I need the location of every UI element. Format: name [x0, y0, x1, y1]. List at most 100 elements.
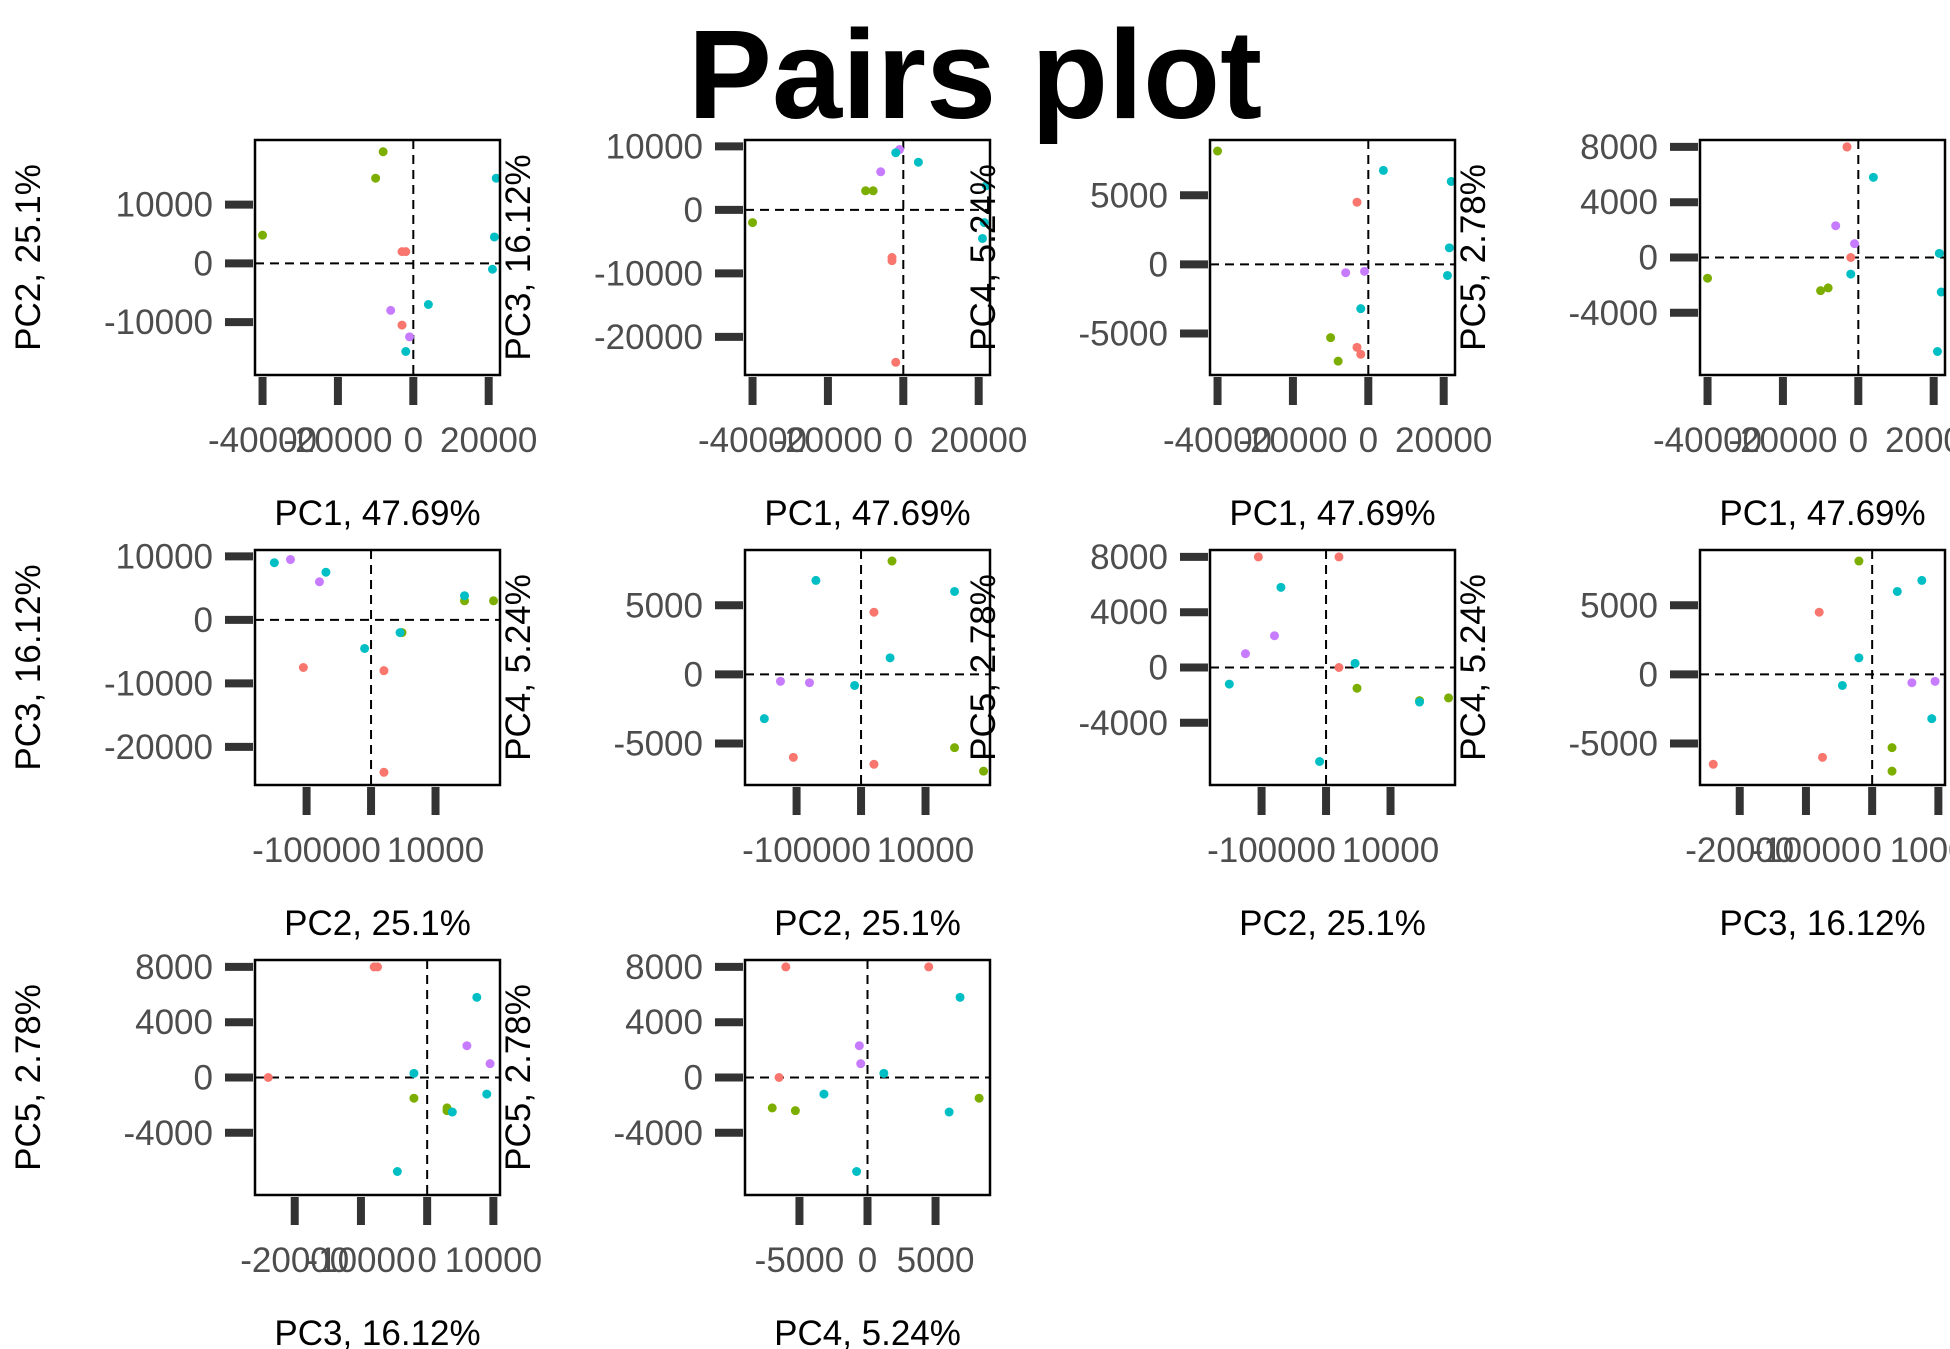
data-point-9	[472, 992, 482, 1002]
data-point-6	[1907, 678, 1917, 688]
x-tick-label: 0	[858, 1241, 877, 1280]
data-point-10	[460, 591, 470, 601]
y-tick-label: 5000	[1580, 586, 1658, 625]
x-tick-label: 10000	[877, 831, 974, 870]
data-point-0	[1708, 759, 1718, 769]
x-axis-label: PC1, 47.69%	[1229, 494, 1435, 533]
x-tick-label: 20000	[930, 421, 1027, 460]
data-point-0	[774, 1073, 784, 1082]
data-point-10	[950, 586, 960, 596]
points-group	[759, 556, 989, 776]
chart-title: Pairs plot	[687, 4, 1263, 145]
y-tick-label: -5000	[1078, 315, 1168, 354]
data-point-2	[397, 247, 407, 257]
x-tick-label: 20000	[440, 421, 537, 460]
data-point-6	[386, 305, 396, 315]
data-point-3	[1703, 273, 1713, 283]
data-point-10	[1446, 176, 1455, 186]
data-point-0	[869, 759, 879, 769]
y-tick-label: 8000	[1580, 128, 1658, 167]
x-tick-label: 0	[417, 1241, 436, 1280]
x-axis-label: PC2, 25.1%	[1239, 904, 1426, 943]
data-point-4	[1326, 333, 1336, 343]
data-point-5	[1444, 693, 1454, 703]
data-point-8	[1356, 304, 1366, 314]
data-point-11	[395, 628, 405, 638]
data-point-10	[447, 1107, 457, 1117]
y-tick-label: 0	[194, 601, 213, 640]
panel-frame	[253, 548, 502, 787]
panel-pc1-pc4: -40000-20000 0 20000 -5000 0 5000 PC1, 47.69% P…	[964, 138, 1492, 533]
points-group	[269, 555, 499, 777]
y-tick-label: 0	[684, 655, 703, 694]
y-tick-label: 0	[684, 1059, 703, 1098]
y-tick-label: -4000	[1078, 704, 1168, 743]
y-tick-label: 5000	[1090, 176, 1168, 215]
y-axis-label: PC3, 16.12%	[9, 564, 48, 770]
x-tick-label: 0	[361, 831, 380, 870]
y-tick-label: 5000	[625, 586, 703, 625]
data-point-11	[879, 1068, 889, 1078]
data-point-10	[1892, 586, 1902, 596]
x-axis-label: PC2, 25.1%	[284, 904, 471, 943]
data-point-5	[1823, 283, 1833, 293]
data-point-3	[974, 1093, 984, 1103]
data-point-4	[950, 743, 960, 753]
points-group	[1703, 142, 1945, 356]
data-point-6	[314, 577, 324, 587]
panel-pc1-pc3: -40000-20000 0 20000-20000-10000010000PC1,…	[499, 127, 1027, 533]
y-axis-label: PC5, 2.78%	[499, 984, 538, 1171]
data-point-1	[397, 320, 407, 330]
x-tick-label: -20000	[240, 1241, 349, 1280]
data-point-10	[981, 181, 990, 191]
x-tick-label: -10000	[252, 831, 361, 870]
x-tick-label: 10000	[445, 1241, 542, 1280]
x-tick-label: -40000	[208, 421, 317, 460]
data-point-1	[781, 962, 791, 972]
data-point-5	[767, 1103, 777, 1113]
x-tick-label: 10000	[387, 831, 484, 870]
data-point-0	[1334, 663, 1344, 672]
data-point-3	[1213, 146, 1223, 156]
data-point-5	[979, 766, 989, 776]
data-point-7	[856, 1059, 866, 1069]
data-point-2	[369, 962, 379, 972]
y-tick-label: -20000	[594, 318, 703, 357]
data-point-3	[409, 1093, 419, 1103]
x-tick-label: 10000	[1342, 831, 1439, 870]
data-point-6	[876, 167, 886, 177]
data-point-7	[405, 332, 415, 342]
data-point-1	[788, 752, 798, 762]
data-point-9	[913, 157, 923, 167]
data-point-0	[1356, 349, 1366, 359]
points-group	[748, 145, 990, 367]
data-point-0	[379, 767, 389, 777]
panel-frame	[253, 958, 502, 1197]
x-tick-label: -20000	[773, 421, 882, 460]
x-tick-label: 20000	[1395, 421, 1492, 460]
y-tick-label: 0	[1149, 649, 1168, 688]
data-point-9	[1917, 575, 1927, 585]
x-tick-label: -40000	[698, 421, 807, 460]
y-tick-label: 0	[194, 244, 213, 283]
data-point-3	[1352, 683, 1362, 693]
y-tick-label: 4000	[625, 1003, 703, 1042]
panel-frame	[1208, 138, 1457, 377]
data-point-12	[360, 643, 370, 653]
x-axis-label: PC1, 47.69%	[1719, 494, 1925, 533]
y-tick-label: 8000	[1090, 538, 1168, 577]
data-point-3	[748, 218, 758, 228]
data-point-12	[1837, 680, 1847, 690]
x-tick-label: -40000	[1653, 421, 1762, 460]
data-point-9	[1276, 582, 1286, 592]
x-tick-label: 0	[1849, 421, 1868, 460]
data-point-4	[790, 1106, 800, 1116]
data-point-12	[487, 264, 497, 274]
data-point-7	[285, 555, 295, 565]
x-tick-label: 0	[1359, 421, 1378, 460]
panel-pc4-pc5: -5000 0 5000 -4000 0 4000 8000 PC4, 5.24% PC5, 2…	[499, 948, 992, 1349]
y-tick-label: 8000	[625, 948, 703, 987]
data-point-8	[1927, 714, 1937, 724]
